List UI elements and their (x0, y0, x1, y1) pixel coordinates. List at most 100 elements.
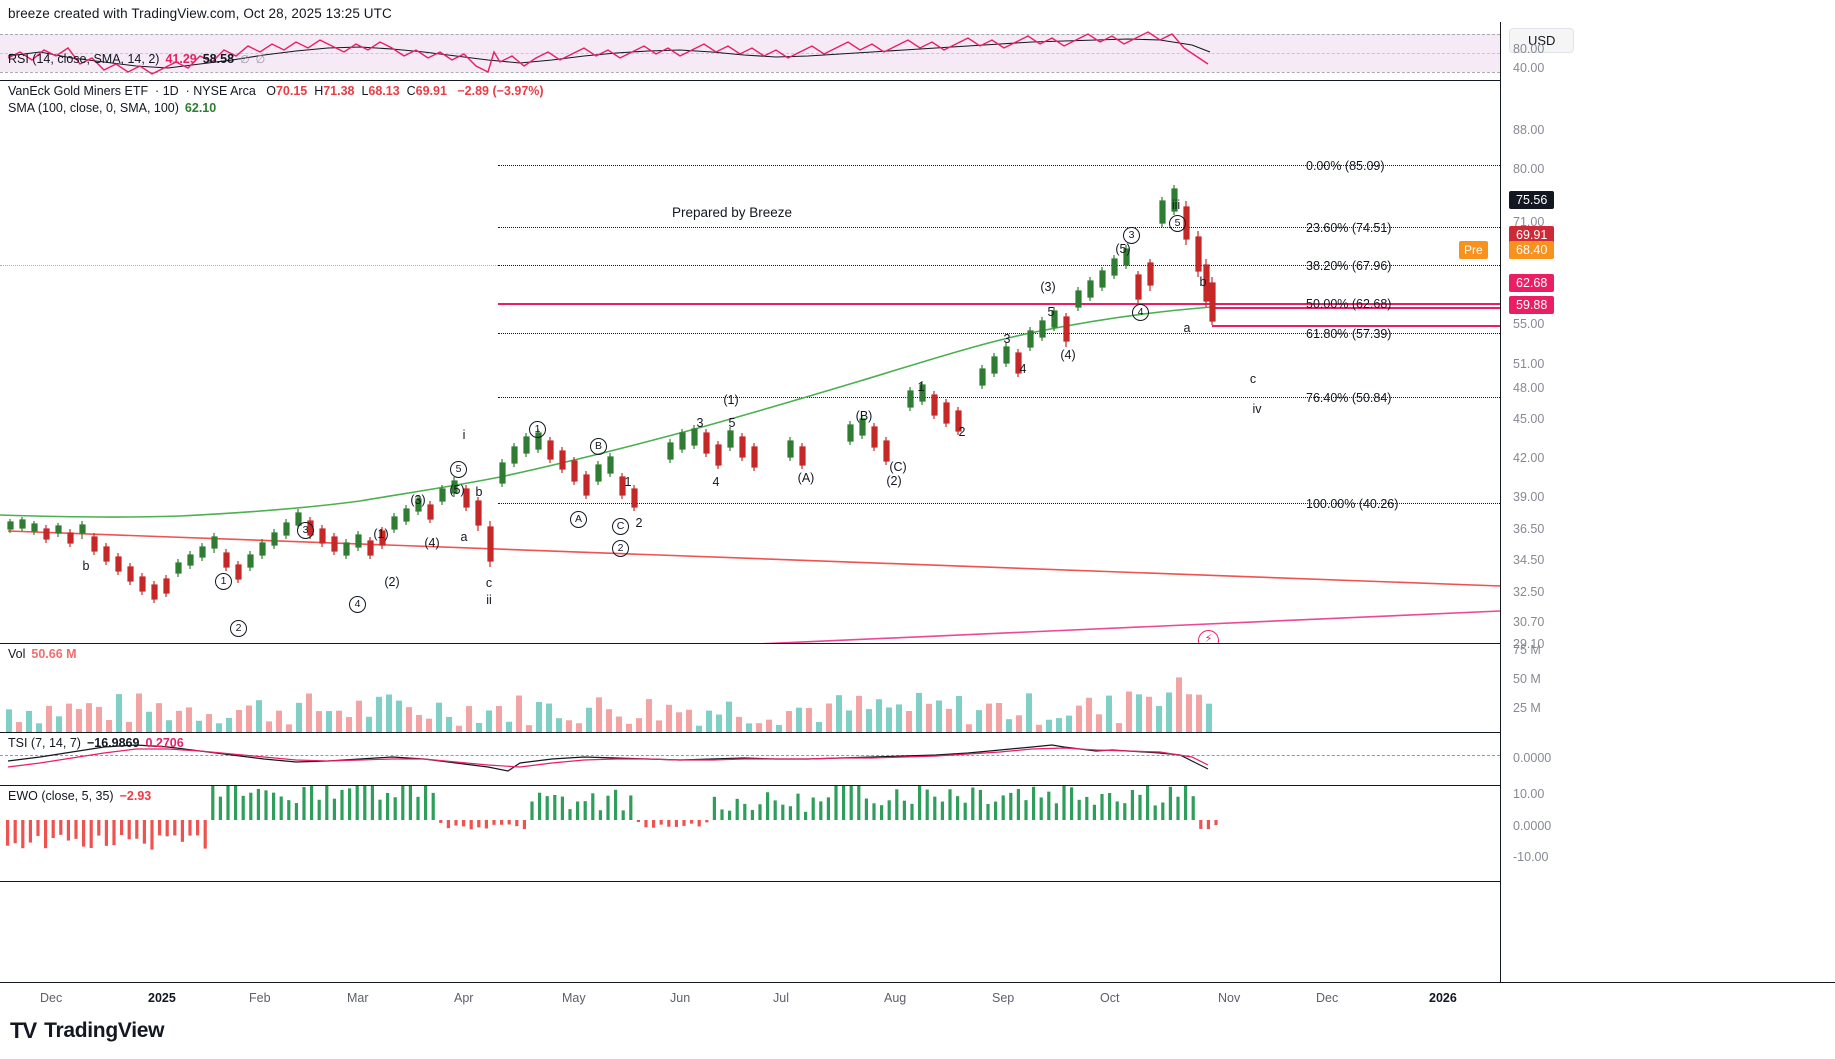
attribution-text: breeze created with TradingView.com, Oct… (8, 6, 392, 21)
volume-value: 50.66 M (31, 647, 77, 661)
price-tick-291: 29.10 (1513, 637, 1545, 651)
pane-rsi[interactable]: RSI (14, close, SMA, 14, 2) 41.29 58.58 ∅ ∅ (0, 22, 1500, 80)
ohlc-high-label: H (314, 84, 324, 98)
fib-line-236 (498, 227, 1500, 228)
time-tick-may-5: May (562, 991, 586, 1005)
time-axis[interactable]: Dec 2025 Feb Mar Apr May Jun Jul Aug Sep Oct Nov Dec… (0, 982, 1835, 1013)
pane-ewo[interactable]: EWO (close, 5, 35) −2.93 (0, 786, 1500, 882)
wave-label-19: 1 (529, 421, 546, 438)
wave-label-28: 5 (728, 416, 736, 430)
pane-main[interactable]: 0.00% (85.09) 23.60% (74.51) 38.20% (67.… (0, 81, 1500, 713)
chart-watermark: Prepared by Breeze (672, 205, 793, 220)
price-tick-55: 55.00 (1513, 317, 1545, 331)
tsi-legend[interactable]: TSI (7, 14, 7) −16.9869 0.2706 (8, 736, 184, 750)
rsi-tick-40: 40.00 (1513, 61, 1545, 75)
wave-label-8: (1) (373, 527, 389, 541)
tradingview-mark-icon: TV (10, 1018, 37, 1043)
time-tick-oct-10: Oct (1100, 991, 1120, 1005)
wave-label-22: C (612, 518, 629, 535)
time-tick-dec-0: Dec (40, 991, 63, 1005)
price-tick-88: 88.00 (1513, 123, 1545, 137)
level-line-5988 (1212, 325, 1500, 327)
rsi-value-1: 41.29 (165, 52, 197, 66)
time-tick-2026-13: 2026 (1429, 991, 1457, 1005)
tradingview-logo[interactable]: TV TradingView (10, 1018, 164, 1044)
fib-label-500: 50.00% (62.68) (1306, 297, 1392, 311)
symbol-name[interactable]: VanEck Gold Miners ETF (8, 84, 149, 98)
fib-label-764: 76.40% (50.84) (1306, 391, 1392, 405)
wave-label-47: a (1183, 321, 1191, 335)
rsi-title: RSI (14, close, SMA, 14, 2) (8, 52, 160, 66)
ohlc-close: 69.91 (415, 84, 447, 98)
wave-label-31: (B) (855, 409, 873, 423)
fib-label-0: 0.00% (85.09) (1306, 159, 1385, 173)
eye-icon[interactable]: ∅ (240, 54, 250, 66)
fib-label-618: 61.80% (57.39) (1306, 327, 1392, 341)
pane-separator-rsi (0, 80, 1500, 81)
wave-label-38: (4) (1060, 348, 1076, 362)
wave-label-37: 4 (1019, 362, 1027, 376)
rsi-curves (7, 31, 1211, 75)
wave-label-25: 2 (635, 516, 643, 530)
tsi-zero-line (0, 755, 1500, 756)
ohlc-low: 68.13 (368, 84, 400, 98)
rsi-mid-line (0, 53, 1500, 54)
wave-label-14: b (475, 485, 483, 499)
pane-volume[interactable]: Vol 50.66 M (0, 644, 1500, 732)
wave-label-23: 2 (612, 540, 629, 557)
fib-line-382-seg (498, 265, 1500, 266)
pane-tsi[interactable]: TSI (7, 14, 7) −16.9869 0.2706 (0, 733, 1500, 785)
rsi-upper-line (0, 34, 1500, 35)
wave-label-33: (2) (886, 474, 902, 488)
level-line-6268 (1212, 307, 1500, 309)
price-tick-39: 39.00 (1513, 490, 1545, 504)
plot-area[interactable]: RSI (14, close, SMA, 14, 2) 41.29 58.58 ∅ ∅ … (0, 22, 1500, 982)
main-legend[interactable]: VanEck Gold Miners ETF · 1D · NYSE Arca … (8, 84, 544, 98)
ohlc-change: −2.89 (−3.97%) (457, 84, 544, 98)
wave-label-45: 5 (1169, 215, 1186, 232)
wave-label-17: ii (486, 593, 492, 607)
volume-legend[interactable]: Vol 50.66 M (8, 647, 77, 661)
wave-label-41: 4 (1132, 304, 1149, 321)
tsi-value-1: −16.9869 (86, 736, 140, 750)
settings-icon[interactable]: ∅ (255, 54, 266, 66)
wave-label-40: (3) (1040, 280, 1056, 294)
time-tick-feb-2: Feb (249, 991, 271, 1005)
ohlc-open: 70.15 (275, 84, 308, 98)
fib-line-500 (498, 303, 1500, 305)
ewo-tick-neg10: -10.00 (1513, 850, 1549, 864)
wave-label-35: 2 (958, 425, 966, 439)
price-tick-42: 42.00 (1513, 451, 1545, 465)
price-badge-cursor: 75.56 (1509, 191, 1555, 209)
tsi-curves (7, 744, 1209, 772)
price-badge-level-6268: 62.68 (1509, 274, 1555, 292)
wave-label-43: 3 (1123, 227, 1140, 244)
price-scale[interactable]: USD 80.00 40.00 88.00 80.00 71.00 67.00 … (1459, 22, 1835, 982)
rsi-legend[interactable]: RSI (14, close, SMA, 14, 2) 41.29 58.58 ∅ ∅ (8, 52, 265, 66)
time-tick-2025-1: 2025 (148, 991, 176, 1005)
wave-label-34: 1 (917, 380, 925, 394)
wave-label-9: (2) (384, 575, 400, 589)
price-tick-80: 80.00 (1513, 162, 1545, 176)
tsi-tick-zero: 0.0000 (1513, 751, 1552, 765)
wave-label-21: B (590, 438, 607, 455)
wave-label-39: 5 (1047, 305, 1055, 319)
ohlc-close-label: C (406, 84, 416, 98)
price-badge-last: 69.91 (1509, 226, 1555, 244)
currency-chip[interactable]: USD (1509, 28, 1575, 53)
wave-label-5: 1 (215, 573, 232, 590)
wave-label-16: c (485, 576, 493, 590)
fib-label-236: 23.60% (74.51) (1306, 221, 1392, 235)
price-tick-51: 51.00 (1513, 357, 1545, 371)
wave-label-27: 4 (712, 475, 720, 489)
ewo-legend[interactable]: EWO (close, 5, 35) −2.93 (8, 789, 151, 803)
tsi-title: TSI (7, 14, 7) (8, 736, 81, 750)
price-tick-307: 30.70 (1513, 615, 1545, 629)
tsi-value-2: 0.2706 (145, 736, 184, 750)
time-tick-jun-6: Jun (670, 991, 691, 1005)
pane-separator-main (0, 643, 1500, 644)
sma-legend[interactable]: SMA (100, close, 0, SMA, 100) 62.10 (8, 101, 216, 115)
volume-tick-75m: 75 M (1513, 643, 1541, 657)
wave-label-6: 3 (297, 522, 314, 539)
interval-label[interactable]: 1D (162, 84, 179, 98)
